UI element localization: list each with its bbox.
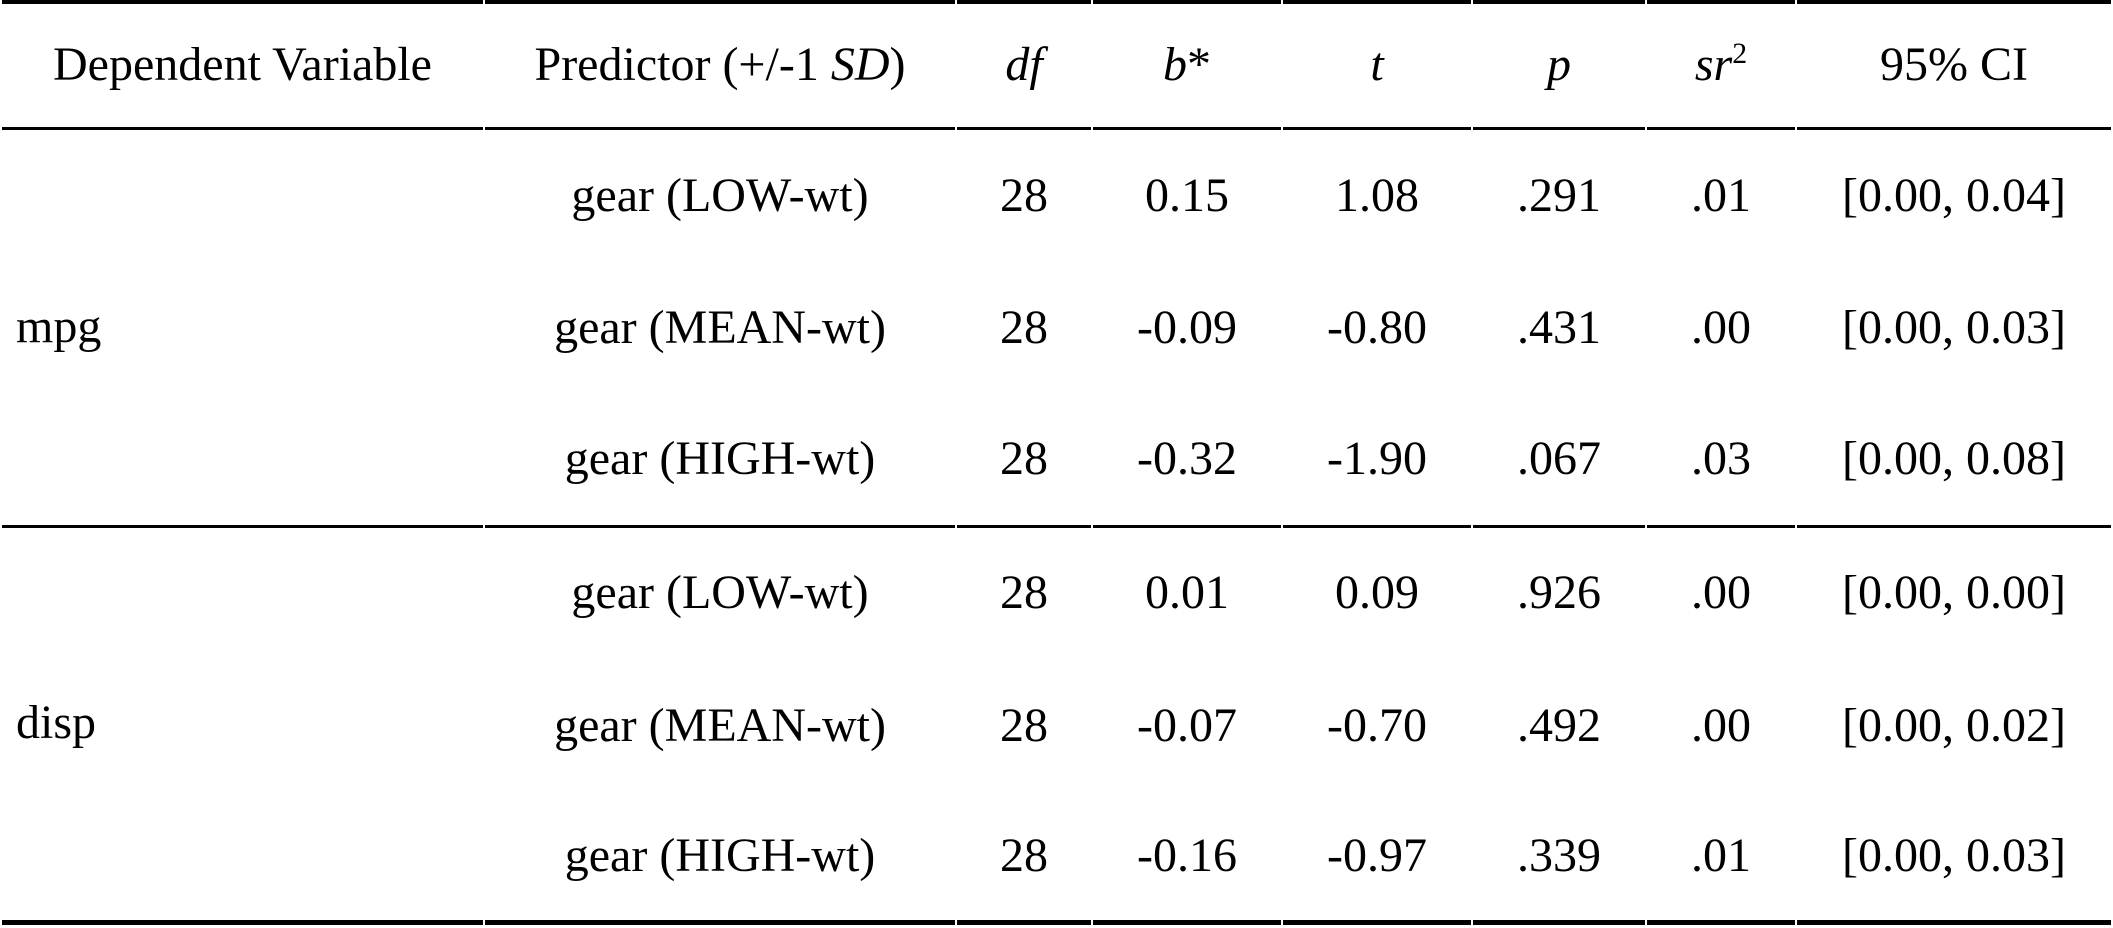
table-row-mpg-mean: gear (MEAN-wt) 28 -0.09 -0.80 .431 .00 [… xyxy=(2,263,2111,396)
table-row-mpg-low: mpg gear (LOW-wt) 28 0.15 1.08 .291 .01 … xyxy=(2,130,2111,528)
cell-b: 0.01 xyxy=(1145,566,1229,620)
cell-sr2: .01 xyxy=(1691,168,1751,222)
header-t: t xyxy=(1283,0,1471,130)
table-row-disp-mean: gear (MEAN-wt) 28 -0.07 -0.70 .492 .00 [… xyxy=(2,660,2111,793)
cell-predictor: gear (MEAN-wt) xyxy=(554,301,886,355)
header-predictor-suffix: ) xyxy=(889,38,906,92)
header-ci-label: 95% CI xyxy=(1880,38,2028,92)
cell-sr2: .01 xyxy=(1647,793,1795,925)
cell-ci: [0.00, 0.00] xyxy=(1842,566,2066,620)
cell-b: -0.07 xyxy=(1137,698,1237,752)
cell-b: 0.15 xyxy=(1145,168,1229,222)
cell-ci: [0.00, 0.03] xyxy=(1797,793,2111,925)
cell-t: -0.70 xyxy=(1327,698,1427,752)
cell-ci: [0.00, 0.03] xyxy=(1842,301,2066,355)
cell-sr2: .00 xyxy=(1691,698,1751,752)
header-t-label: t xyxy=(1370,38,1384,92)
cell-sr2: .00 xyxy=(1691,301,1751,355)
cell-t: -1.90 xyxy=(1283,395,1471,528)
cell-predictor: gear (LOW-wt) xyxy=(571,168,869,222)
cell-sr2: .03 xyxy=(1647,395,1795,528)
header-p: p xyxy=(1473,0,1645,130)
cell-ci: [0.00, 0.04] xyxy=(1842,168,2066,222)
cell-dependent-variable-mpg: mpg xyxy=(2,130,483,528)
header-sr2: sr2 xyxy=(1647,0,1795,130)
cell-df: 28 xyxy=(957,395,1091,528)
header-df: df xyxy=(957,0,1091,130)
cell-p: .926 xyxy=(1517,566,1601,620)
header-dependent-variable: Dependent Variable xyxy=(2,0,483,130)
header-sr-superscript: 2 xyxy=(1732,37,1748,71)
header-dependent-variable-label: Dependent Variable xyxy=(53,38,432,92)
cell-p: .291 xyxy=(1517,168,1601,222)
cell-sr2: .00 xyxy=(1691,566,1751,620)
header-predictor-prefix: Predictor (+/-1 xyxy=(534,38,831,92)
cell-predictor: gear (HIGH-wt) xyxy=(485,793,955,925)
cell-t: 0.09 xyxy=(1335,566,1419,620)
cell-df: 28 xyxy=(1000,566,1048,620)
cell-b: -0.16 xyxy=(1093,793,1281,925)
header-b-label: b xyxy=(1163,38,1187,92)
table-row-mpg-high: gear (HIGH-wt) 28 -0.32 -1.90 .067 .03 [… xyxy=(2,395,2111,528)
cell-predictor: gear (HIGH-wt) xyxy=(485,395,955,528)
cell-df: 28 xyxy=(1000,168,1048,222)
table-row-disp-low: disp gear (LOW-wt) 28 0.01 0.09 .926 .00… xyxy=(2,528,2111,925)
header-sr-label: sr xyxy=(1694,38,1733,92)
cell-t: -0.97 xyxy=(1283,793,1471,925)
cell-b: -0.32 xyxy=(1093,395,1281,528)
header-predictor-sd: SD xyxy=(830,38,890,92)
header-predictor: Predictor (+/-1 SD) xyxy=(485,0,955,130)
cell-p: .067 xyxy=(1473,395,1645,528)
header-p-label: p xyxy=(1547,38,1571,92)
cell-t: -0.80 xyxy=(1327,301,1427,355)
cell-b: -0.09 xyxy=(1137,301,1237,355)
cell-ci: [0.00, 0.08] xyxy=(1797,395,2111,528)
cell-df: 28 xyxy=(1000,301,1048,355)
cell-df: 28 xyxy=(957,793,1091,925)
cell-p: .339 xyxy=(1473,793,1645,925)
table-row-disp-high: gear (HIGH-wt) 28 -0.16 -0.97 .339 .01 [… xyxy=(2,793,2111,925)
header-row: Dependent Variable Predictor (+/-1 SD) d… xyxy=(2,0,2111,130)
cell-p: .492 xyxy=(1517,698,1601,752)
cell-dependent-variable-disp: disp xyxy=(2,528,483,925)
cell-predictor: gear (MEAN-wt) xyxy=(554,698,886,752)
header-b-star: b* xyxy=(1093,0,1281,130)
cell-p: .431 xyxy=(1517,301,1601,355)
header-b-asterisk: * xyxy=(1187,38,1211,92)
cell-t: 1.08 xyxy=(1335,168,1419,222)
cell-ci: [0.00, 0.02] xyxy=(1842,698,2066,752)
header-df-label: df xyxy=(1005,38,1043,92)
cell-df: 28 xyxy=(1000,698,1048,752)
cell-predictor: gear (LOW-wt) xyxy=(571,566,869,620)
header-ci: 95% CI xyxy=(1797,0,2111,130)
